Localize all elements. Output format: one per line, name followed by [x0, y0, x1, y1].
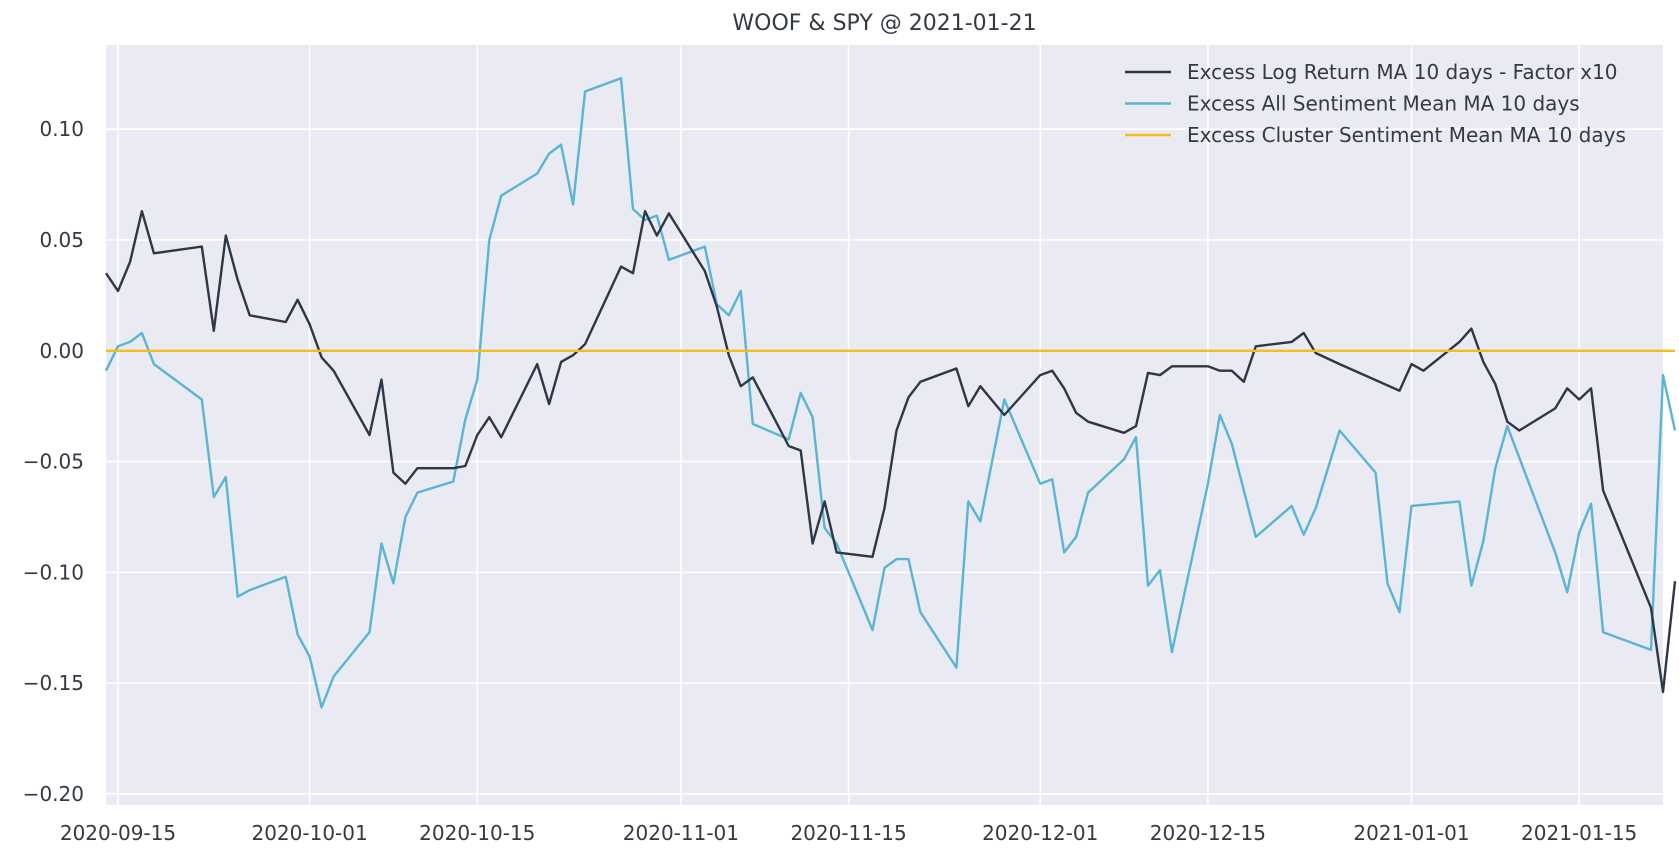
series-line-1 [105, 209, 1677, 694]
x-axis-ticks: 2020-09-15 2020-10-01 2020-10-15 2020-11-01… [60, 821, 1637, 845]
x-tick-label: 2020-10-01 [251, 821, 367, 845]
series-lines [104, 76, 1677, 709]
x-tick-label: 2020-11-01 [623, 821, 739, 845]
x-tick-label: 2020-12-01 [982, 821, 1098, 845]
y-axis-ticks: 0.10 0.05 0.00 −0.05 −0.10 −0.15 −0.20 [23, 117, 84, 806]
y-tick-label: 0.05 [39, 228, 84, 252]
y-tick-label: −0.05 [23, 450, 84, 474]
x-tick-label: 2020-11-15 [790, 821, 906, 845]
x-tick-label: 2021-01-15 [1521, 821, 1637, 845]
y-tick-label: −0.20 [23, 782, 84, 806]
x-tick-label: 2020-10-15 [419, 821, 535, 845]
legend: Excess Log Return MA 10 days - Factor x1… [1125, 60, 1626, 147]
legend-label: Excess Log Return MA 10 days - Factor x1… [1187, 60, 1618, 84]
plot-area [106, 45, 1663, 805]
y-tick-label: −0.10 [23, 560, 84, 584]
chart-title: WOOF & SPY @ 2021-01-21 [732, 11, 1036, 36]
x-tick-label: 2020-09-15 [60, 821, 176, 845]
y-tick-label: 0.00 [39, 339, 84, 363]
legend-label: Excess Cluster Sentiment Mean MA 10 days [1187, 123, 1626, 147]
x-tick-label: 2021-01-01 [1353, 821, 1469, 845]
series-line-2 [104, 76, 1677, 709]
legend-label: Excess All Sentiment Mean MA 10 days [1187, 92, 1580, 116]
y-tick-label: −0.15 [23, 671, 84, 695]
x-tick-label: 2020-12-15 [1150, 821, 1266, 845]
y-tick-label: 0.10 [39, 117, 84, 141]
